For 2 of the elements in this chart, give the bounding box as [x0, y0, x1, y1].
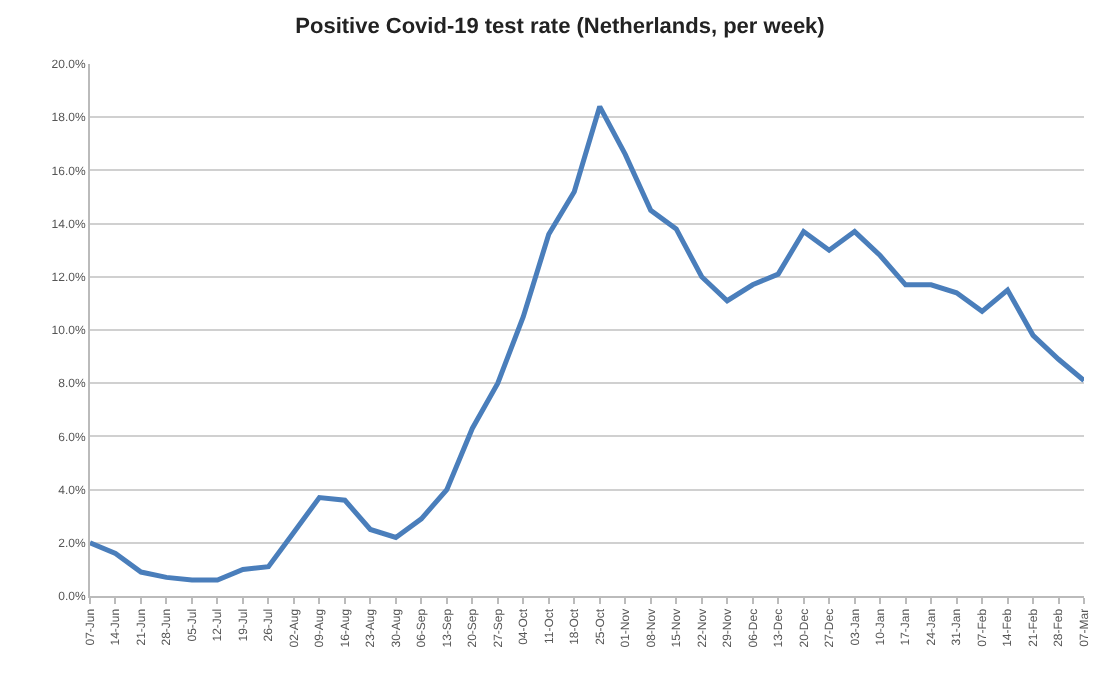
- chart-title: Positive Covid-19 test rate (Netherlands, per week): [295, 14, 826, 39]
- line-series: [90, 104, 1084, 583]
